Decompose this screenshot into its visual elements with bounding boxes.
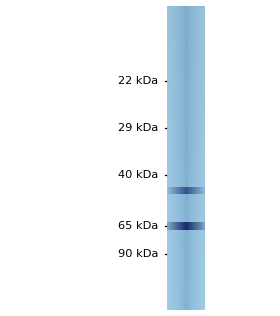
Text: 29 kDa: 29 kDa: [118, 123, 158, 133]
Text: 90 kDa: 90 kDa: [118, 249, 158, 259]
Text: 22 kDa: 22 kDa: [118, 76, 158, 86]
Text: 40 kDa: 40 kDa: [118, 170, 158, 180]
Text: 65 kDa: 65 kDa: [118, 221, 158, 231]
